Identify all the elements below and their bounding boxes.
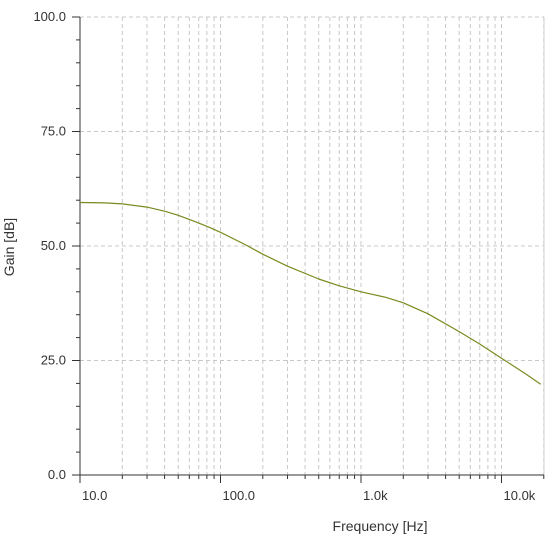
x-tick-label: 10.0 bbox=[82, 488, 107, 503]
y-tick-label: 0.0 bbox=[48, 467, 66, 482]
x-tick-label: 1.0k bbox=[363, 488, 388, 503]
y-tick-label: 75.0 bbox=[41, 124, 66, 139]
y-axis-title: Gain [dB] bbox=[1, 218, 17, 276]
y-tick-label: 25.0 bbox=[41, 353, 66, 368]
axes bbox=[72, 16, 545, 483]
grid bbox=[80, 16, 545, 475]
x-tick-label: 100.0 bbox=[223, 488, 256, 503]
series-layer bbox=[79, 201, 542, 385]
x-tick-label: 10.0k bbox=[504, 488, 536, 503]
y-tick-label: 100.0 bbox=[33, 9, 66, 24]
y-tick-label: 50.0 bbox=[41, 238, 66, 253]
tick-labels: 0.0 25.0 50.0 75.0 100.0 10.0 100.0 1.0k 10.0k bbox=[33, 9, 535, 503]
gain-series-line bbox=[79, 201, 542, 385]
x-axis-title: Frequency [Hz] bbox=[333, 518, 428, 534]
